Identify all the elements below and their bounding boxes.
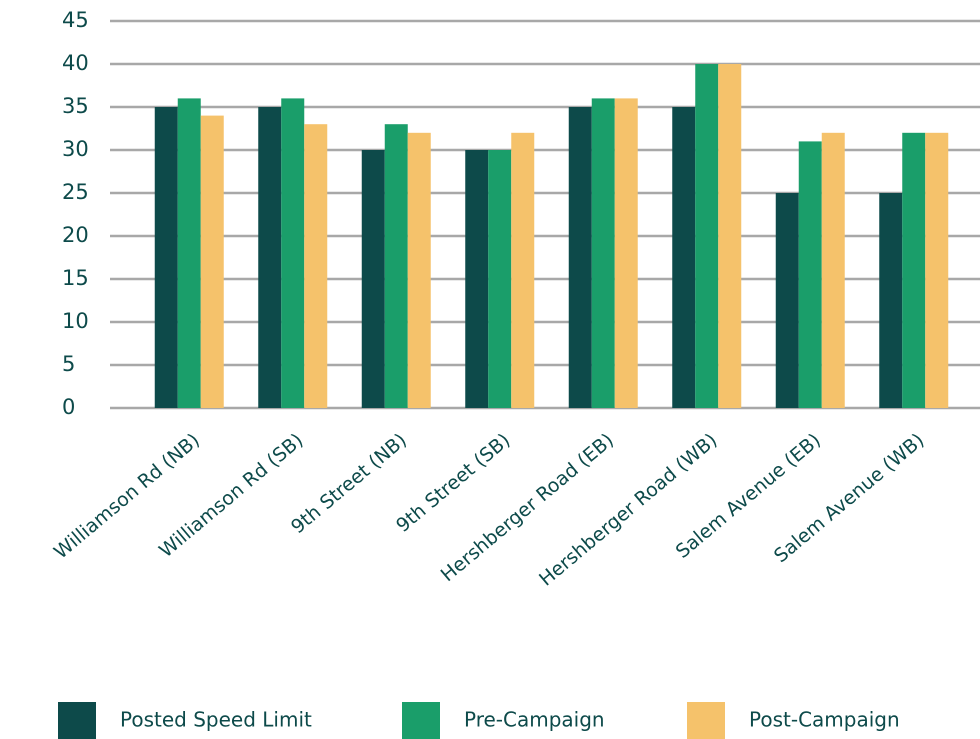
- y-tick-label: 35: [62, 94, 89, 118]
- bar: [821, 132, 845, 409]
- y-tick-label: 25: [62, 180, 89, 204]
- legend-swatch: [687, 702, 725, 739]
- bar: [568, 107, 592, 408]
- bar: [304, 124, 328, 408]
- bar: [488, 150, 512, 408]
- bar: [672, 107, 696, 408]
- bar: [407, 132, 431, 409]
- bar: [879, 193, 903, 408]
- x-tick-label: Hershberger Road (WB): [535, 429, 721, 590]
- bar: [384, 124, 408, 408]
- bar: [902, 132, 926, 409]
- bar: [718, 64, 742, 408]
- bar: [258, 107, 282, 408]
- bar: [200, 115, 224, 408]
- bar: [177, 98, 201, 409]
- x-tick-label: Hershberger Road (EB): [437, 429, 618, 586]
- y-tick-label: 20: [62, 223, 89, 247]
- y-tick-label: 45: [62, 8, 89, 32]
- legend-swatch: [402, 702, 440, 739]
- bar: [361, 150, 385, 408]
- y-tick-label: 30: [62, 137, 89, 161]
- y-tick-label: 40: [62, 51, 89, 75]
- bar: [798, 141, 822, 408]
- legend-label: Pre-Campaign: [464, 708, 605, 732]
- y-tick-label: 15: [62, 266, 89, 290]
- legend-label: Post-Campaign: [749, 708, 900, 732]
- bar: [465, 150, 489, 408]
- bar: [154, 107, 178, 408]
- legend-label: Posted Speed Limit: [120, 708, 312, 732]
- bar: [775, 193, 799, 408]
- legend-swatch: [58, 702, 96, 739]
- y-tick-label: 10: [62, 309, 89, 333]
- bar: [281, 98, 305, 409]
- bar: [925, 132, 949, 409]
- bar: [614, 98, 638, 409]
- bar: [591, 98, 615, 409]
- bar: [511, 132, 535, 409]
- y-tick-label: 5: [62, 352, 75, 376]
- y-tick-label: 0: [62, 395, 75, 419]
- bar: [695, 64, 719, 408]
